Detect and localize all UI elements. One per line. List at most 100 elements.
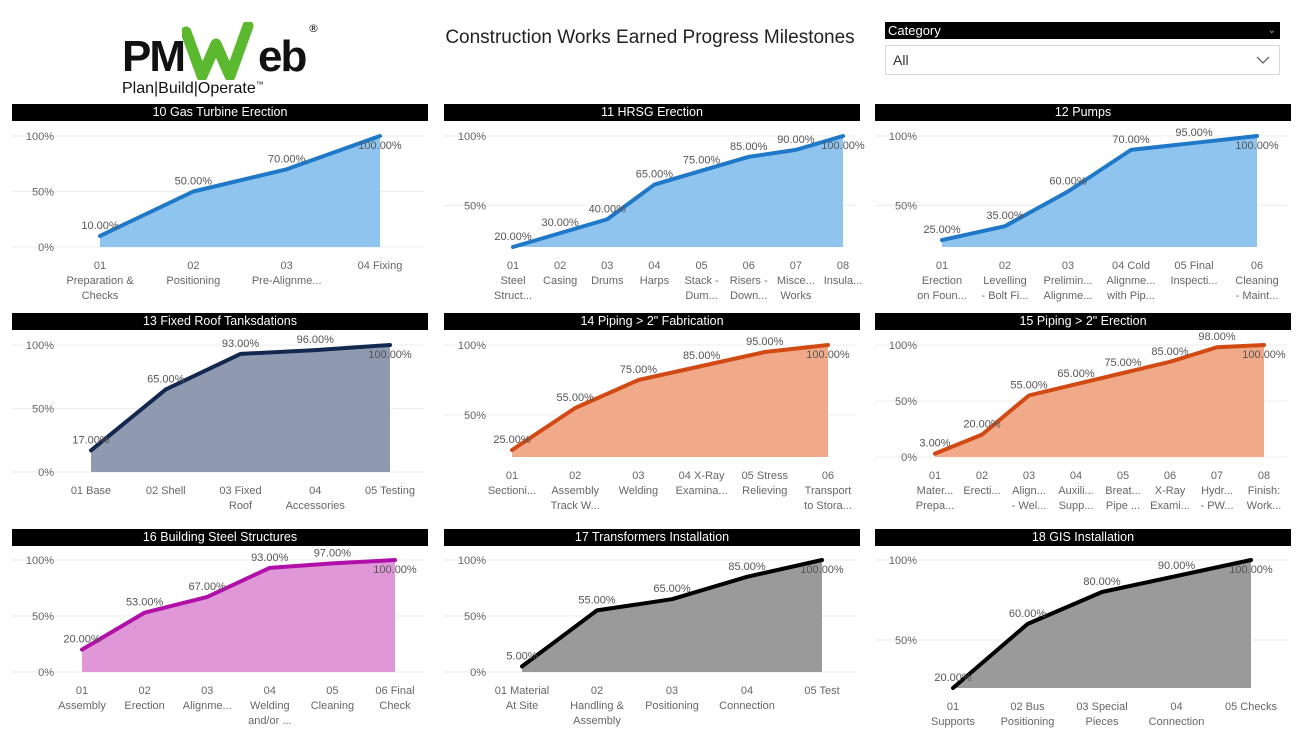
- x-tick-label: 04 Connection: [719, 685, 775, 712]
- series-line: [510, 343, 830, 452]
- area-fill: [82, 560, 395, 672]
- y-tick-label: 50%: [32, 611, 54, 623]
- data-label: 100.00%: [1235, 140, 1279, 152]
- x-tick-line: 04: [1070, 470, 1082, 482]
- x-tick-line: 02: [138, 685, 150, 697]
- x-tick-line: 02 Shell: [146, 485, 186, 497]
- data-label: 70.00%: [268, 153, 306, 165]
- data-label: 93.00%: [251, 552, 289, 564]
- x-tick-line: Pipe ...: [1106, 500, 1140, 512]
- chart-title: 12 Pumps: [875, 104, 1291, 121]
- x-tick-label: 03 Align... - Wel...: [1012, 470, 1047, 512]
- x-tick-line: Erecti...: [963, 485, 1000, 497]
- x-tick-label: 07 Hydr... - PW...: [1201, 470, 1234, 512]
- x-tick-line: 04 Fixing: [358, 260, 403, 272]
- x-tick-line: 04: [264, 685, 276, 697]
- x-tick-line: Erection: [922, 275, 962, 287]
- x-tick-line: Works: [780, 290, 811, 302]
- x-tick-line: 05 Stress: [742, 470, 789, 482]
- x-tick-label: 03 Special Pieces: [1076, 701, 1127, 728]
- slicer-label: Category: [888, 23, 941, 38]
- x-tick-line: - PW...: [1201, 500, 1234, 512]
- y-tick-label: 0%: [38, 667, 54, 679]
- x-tick-line: Struct...: [494, 290, 532, 302]
- x-tick-line: Work...: [1247, 500, 1282, 512]
- y-tick-label: 100%: [889, 555, 917, 567]
- data-label: 100.00%: [1229, 564, 1273, 576]
- x-tick-line: Positioning: [166, 275, 220, 287]
- x-tick-line: 01 Base: [71, 485, 111, 497]
- chart-panel: 15 Piping > 2" Erection 0% 50% 100% 3.00% 20.…: [875, 313, 1291, 513]
- x-tick-line: 02: [976, 470, 988, 482]
- data-label: 100.00%: [821, 140, 865, 152]
- x-tick-line: 03 Special: [1076, 701, 1127, 713]
- trademark-mark: ™: [255, 80, 264, 89]
- x-tick-line: Drums: [591, 275, 624, 287]
- data-label: 98.00%: [1198, 331, 1236, 343]
- x-tick-line: 04: [1170, 701, 1182, 713]
- x-tick-label: 02 Handling & Assembly: [570, 685, 624, 727]
- x-tick-line: Levelling: [983, 275, 1026, 287]
- y-tick-label: 50%: [895, 396, 917, 408]
- data-label: 60.00%: [1009, 608, 1047, 620]
- data-label: 50.00%: [175, 176, 213, 188]
- chart-title: 11 HRSG Erection: [444, 104, 860, 121]
- x-tick-line: Sectioni...: [488, 485, 536, 497]
- x-tick-line: 02 Bus: [1010, 701, 1045, 713]
- x-tick-label: 02 Erection: [124, 685, 164, 712]
- area-chart: 50% 100% 25.00% 35.00% 60.00% 70.00% 95.00% 100…: [875, 127, 1287, 302]
- x-tick-label: 06 Final Check: [375, 685, 414, 712]
- x-tick-line: Track W...: [551, 500, 600, 512]
- x-tick-line: 04 Cold: [1112, 260, 1150, 272]
- x-tick-label: 04 X-Ray Examina...: [676, 470, 728, 497]
- data-label: 100.00%: [1242, 349, 1286, 361]
- data-label: 75.00%: [1104, 357, 1142, 369]
- category-dropdown[interactable]: All: [885, 45, 1280, 75]
- x-tick-line: to Stora...: [804, 500, 852, 512]
- series-line: [89, 343, 392, 453]
- data-label: 60.00%: [1049, 176, 1087, 188]
- area-chart: 50% 100% 20.00% 60.00% 80.00% 90.00% 100.00% 01…: [875, 555, 1287, 728]
- series-line: [511, 134, 845, 249]
- x-tick-line: Risers -: [730, 275, 768, 287]
- slicer-header-chevron-icon[interactable]: ⌄: [1267, 25, 1276, 36]
- x-tick-line: 07: [790, 260, 802, 272]
- x-tick-line: Assembly: [58, 700, 106, 712]
- x-tick-label: 06 Cleaning - Maint...: [1235, 260, 1278, 302]
- data-label: 70.00%: [1112, 134, 1150, 146]
- data-label: 100.00%: [368, 349, 412, 361]
- data-label: 95.00%: [1175, 127, 1213, 139]
- area-chart: 0% 50% 100% 10.00% 50.00% 70.00% 100.00% 01 Prep…: [12, 131, 424, 302]
- x-tick-line: 01: [947, 701, 959, 713]
- x-tick-line: and/or ...: [248, 715, 291, 727]
- chart-title: 14 Piping > 2" Fabrication: [444, 313, 860, 330]
- x-tick-line: X-Ray: [1155, 485, 1186, 497]
- area-fill: [512, 345, 828, 457]
- chart-title: 16 Building Steel Structures: [12, 529, 428, 546]
- y-tick-label: 100%: [26, 340, 54, 352]
- x-tick-label: 02 Shell: [146, 485, 186, 497]
- data-label: 40.00%: [589, 203, 627, 215]
- chart-title: 17 Transformers Installation: [444, 529, 860, 546]
- x-tick-line: 03: [201, 685, 213, 697]
- data-label: 65.00%: [147, 373, 185, 385]
- x-tick-label: 01 Mater... Prepa...: [916, 470, 955, 512]
- x-tick-line: Connection: [719, 700, 775, 712]
- x-tick-label: 03 Prelimin... Alignme...: [1044, 260, 1093, 302]
- x-tick-line: 05 Checks: [1225, 701, 1277, 713]
- series-line: [940, 134, 1259, 243]
- slicer-header: Category ⌄: [885, 22, 1280, 39]
- x-tick-label: 05 Test: [804, 685, 839, 697]
- y-tick-label: 50%: [895, 200, 917, 212]
- x-tick-line: Breat...: [1105, 485, 1140, 497]
- x-tick-line: Handling &: [570, 700, 624, 712]
- x-tick-line: 06: [743, 260, 755, 272]
- x-tick-line: Down...: [730, 290, 767, 302]
- x-tick-line: Steel: [500, 275, 525, 287]
- y-tick-label: 50%: [464, 410, 486, 422]
- data-label: 93.00%: [222, 338, 260, 350]
- y-tick-label: 0%: [38, 467, 54, 479]
- x-tick-line: Align...: [1012, 485, 1046, 497]
- x-tick-line: Dum...: [685, 290, 717, 302]
- data-label: 65.00%: [1057, 368, 1095, 380]
